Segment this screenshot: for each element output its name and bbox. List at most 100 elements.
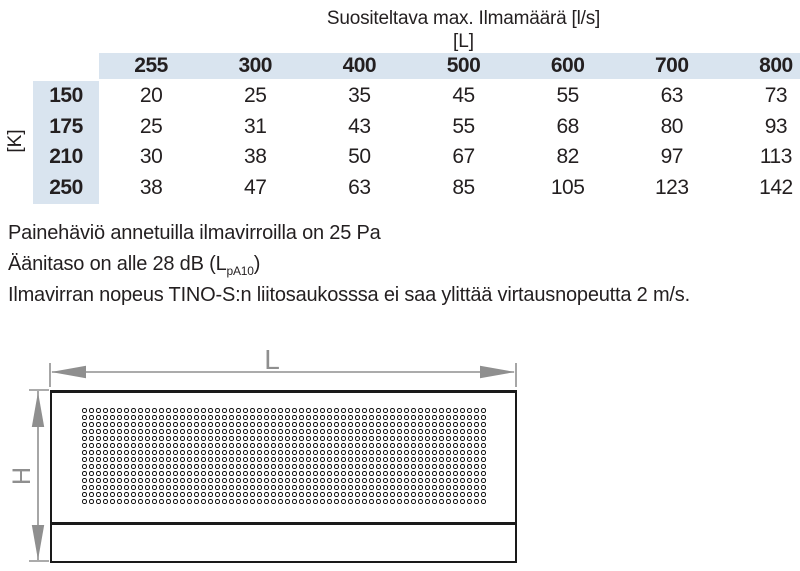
perforation-dot — [327, 478, 332, 483]
perforation-dot — [180, 492, 185, 497]
perforation-dot — [117, 450, 122, 455]
perforation-dot — [180, 408, 185, 413]
perforation-dot — [369, 450, 374, 455]
perforation-dot — [306, 415, 311, 420]
perforation-dot — [159, 492, 164, 497]
perforation-dot — [474, 478, 479, 483]
perforation-dot — [292, 485, 297, 490]
dimension-drawing: L H — [8, 344, 517, 562]
perforation-dot — [222, 492, 227, 497]
perforation-dot — [236, 415, 241, 420]
perforation-dot — [117, 422, 122, 427]
perforation-dot — [460, 492, 465, 497]
perforation-dot — [166, 471, 171, 476]
perforation-dot — [390, 436, 395, 441]
perforation-dot — [208, 408, 213, 413]
perforation-dot — [369, 415, 374, 420]
perforation-dot — [313, 485, 318, 490]
perforation-dot — [390, 471, 395, 476]
perforation-dot — [89, 429, 94, 434]
table-cell: 43 — [307, 111, 412, 143]
perforation-dot — [278, 422, 283, 427]
perforation-dot — [299, 478, 304, 483]
perforation-dot — [376, 464, 381, 469]
perforation-dot — [264, 422, 269, 427]
perforation-dot — [432, 457, 437, 462]
perforation-dot — [187, 499, 192, 504]
perforation-dot — [341, 429, 346, 434]
perforation-dot — [327, 422, 332, 427]
perforation-dot — [208, 422, 213, 427]
perforation-dot — [117, 478, 122, 483]
perforation-dot — [348, 415, 353, 420]
perforation-dot — [481, 492, 486, 497]
perforation-dot — [348, 422, 353, 427]
perforation-dot — [215, 499, 220, 504]
perforation-dot — [369, 422, 374, 427]
perforation-dot — [369, 492, 374, 497]
perforation-dot — [299, 485, 304, 490]
perforation-dot — [292, 464, 297, 469]
perforation-dot — [481, 471, 486, 476]
perforation-dot — [145, 499, 150, 504]
perforation-dot — [376, 485, 381, 490]
perforation-dot — [334, 478, 339, 483]
perforation-dot — [159, 485, 164, 490]
perforation-dot — [474, 464, 479, 469]
perforation-dot — [278, 499, 283, 504]
perforation-dot — [299, 408, 304, 413]
table-cell: 25 — [99, 111, 204, 143]
perforation-dot — [320, 408, 325, 413]
perforation-dot — [460, 415, 465, 420]
perforation-dot — [467, 429, 472, 434]
perforation-dot — [320, 436, 325, 441]
perforation-dot — [236, 422, 241, 427]
perforation-dot — [145, 450, 150, 455]
perforation-dot — [334, 457, 339, 462]
perforation-dot — [229, 443, 234, 448]
perforation-dot — [187, 436, 192, 441]
perforation-dot — [159, 436, 164, 441]
perforation-dot — [166, 492, 171, 497]
perforation-dot — [103, 436, 108, 441]
perforation-dot — [299, 471, 304, 476]
perforation-dot — [96, 408, 101, 413]
perforation-dot — [474, 429, 479, 434]
perforation-dot — [481, 415, 486, 420]
perforation-dot — [348, 450, 353, 455]
perforation-dot — [306, 429, 311, 434]
perforation-dot — [446, 436, 451, 441]
perforation-dot — [306, 464, 311, 469]
perforation-dot — [152, 499, 157, 504]
perforation-dot — [159, 422, 164, 427]
perforation-dot — [264, 408, 269, 413]
perforation-dot — [124, 415, 129, 420]
perforation-dot — [187, 485, 192, 490]
perforation-dot — [180, 415, 185, 420]
perforation-dot — [285, 499, 290, 504]
perforation-dot — [285, 429, 290, 434]
column-axis-label: [L] — [452, 31, 475, 52]
perforation-dot — [383, 436, 388, 441]
perforation-dot — [103, 443, 108, 448]
table-cell: 68 — [515, 111, 620, 143]
perforation-dot — [453, 429, 458, 434]
perforation-dot — [180, 436, 185, 441]
perforation-dot — [320, 499, 325, 504]
perforation-dot — [271, 485, 276, 490]
perforation-dot — [362, 450, 367, 455]
perforation-dot — [292, 478, 297, 483]
perforation-dot — [432, 450, 437, 455]
perforation-dot — [467, 464, 472, 469]
perforation-dot — [348, 499, 353, 504]
perforation-dot — [222, 436, 227, 441]
perforation-dot — [369, 464, 374, 469]
perforation-dot — [194, 457, 199, 462]
perforation-dot — [425, 492, 430, 497]
row-header: 175 — [33, 111, 99, 143]
perforation-dot — [425, 436, 430, 441]
perforation-dot — [131, 429, 136, 434]
perforation-dot — [460, 464, 465, 469]
perforation-dot — [383, 478, 388, 483]
perforation-dot — [82, 457, 87, 462]
